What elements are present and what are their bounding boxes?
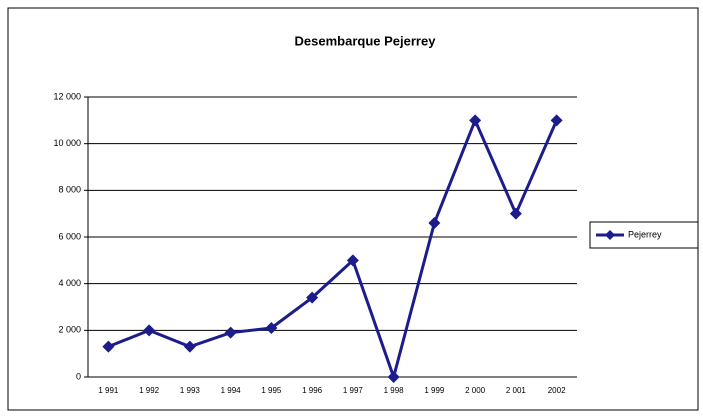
x-tick-label: 1 991 xyxy=(98,386,119,395)
x-tick-label: 2002 xyxy=(548,386,566,395)
data-point xyxy=(143,324,156,337)
data-point xyxy=(509,207,522,220)
x-tick-label: 1 995 xyxy=(261,386,282,395)
legend-marker xyxy=(605,230,615,240)
data-point xyxy=(306,291,319,304)
y-tick-label: 8 000 xyxy=(58,185,81,195)
data-point xyxy=(224,326,237,339)
x-tick-label: 1 996 xyxy=(302,386,323,395)
y-tick-label: 10 000 xyxy=(53,138,81,148)
x-tick-label: 1 994 xyxy=(221,386,242,395)
x-tick-label: 1 993 xyxy=(180,386,201,395)
y-tick-label: 12 000 xyxy=(53,91,81,101)
x-tick-label: 1 999 xyxy=(424,386,445,395)
series-line xyxy=(107,116,558,383)
data-point xyxy=(346,254,359,267)
chart-title: Desembarque Pejerrey xyxy=(295,33,437,48)
x-tick-label: 1 998 xyxy=(384,386,405,395)
data-point xyxy=(102,340,115,353)
legend-label: Pejerrey xyxy=(628,229,662,239)
data-point xyxy=(183,340,196,353)
x-tick-label: 1 997 xyxy=(343,386,364,395)
y-tick-label: 2 000 xyxy=(58,325,81,335)
data-point xyxy=(550,114,563,127)
x-tick-label: 2 000 xyxy=(465,386,486,395)
x-tick-label: 2 001 xyxy=(506,386,527,395)
y-tick-label: 4 000 xyxy=(58,278,81,288)
chart-border xyxy=(7,7,699,411)
y-tick-label: 0 xyxy=(76,371,81,381)
data-point xyxy=(428,217,441,229)
data-point xyxy=(387,371,400,383)
x-tick-label: 1 992 xyxy=(139,386,160,395)
y-tick-label: 6 000 xyxy=(58,231,81,241)
data-point xyxy=(265,322,278,334)
data-point xyxy=(469,114,482,127)
